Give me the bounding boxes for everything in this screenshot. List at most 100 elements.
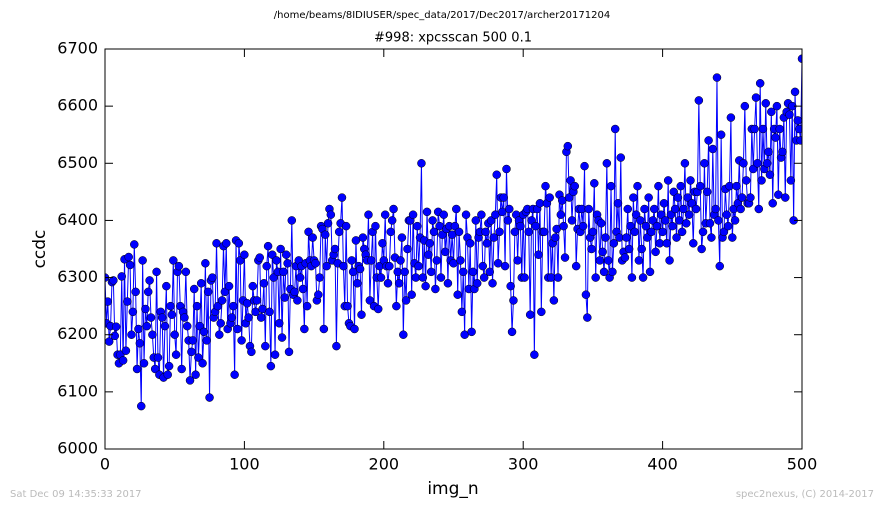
data-point: [339, 261, 348, 271]
data-point: [647, 227, 656, 237]
data-point: [228, 301, 238, 311]
data-point: [648, 216, 658, 225]
data-point: [700, 159, 709, 168]
data-point: [440, 247, 450, 257]
data-point: [539, 227, 549, 237]
data-point: [654, 181, 663, 191]
data-point: [482, 239, 492, 248]
data-point: [750, 124, 759, 134]
data-point: [714, 216, 723, 225]
data-point: [413, 221, 422, 231]
data-point: [723, 221, 733, 231]
data-point: [399, 330, 408, 339]
data-point: [203, 287, 213, 297]
data-point: [730, 216, 740, 225]
data-point: [736, 204, 745, 214]
data-point: [378, 239, 387, 248]
data-point: [608, 267, 617, 277]
data-point: [201, 259, 210, 268]
data-point: [553, 273, 563, 282]
data-point: [527, 216, 536, 225]
x-tick-label: 300: [508, 455, 539, 474]
data-point: [174, 261, 184, 271]
data-point: [109, 276, 118, 285]
data-point: [567, 216, 577, 225]
data-point: [499, 193, 508, 202]
data-point: [732, 181, 741, 191]
data-point: [541, 181, 550, 191]
data-point: [620, 253, 630, 262]
data-point: [603, 256, 613, 265]
data-point: [590, 179, 599, 188]
data-point: [392, 301, 401, 311]
data-point: [583, 313, 592, 322]
data-point: [726, 113, 736, 122]
data-point: [275, 319, 284, 328]
data-point: [139, 359, 149, 368]
data-point: [479, 273, 489, 282]
data-point: [407, 290, 416, 299]
y-tick-label: 6100: [57, 381, 98, 400]
data-point: [428, 216, 437, 225]
data-point: [627, 273, 637, 282]
data-point: [244, 313, 253, 322]
data-point: [185, 376, 195, 385]
data-point: [676, 181, 685, 191]
data-point: [683, 193, 692, 202]
data-point: [334, 227, 344, 237]
x-tick-label: 500: [787, 455, 818, 474]
data-point: [677, 227, 687, 237]
data-point: [626, 221, 635, 231]
data-point: [695, 181, 705, 191]
data-point: [461, 210, 471, 219]
data-point: [563, 141, 573, 151]
data-point: [315, 273, 324, 282]
data-point: [220, 287, 230, 297]
data-point: [123, 297, 132, 306]
data-point: [323, 219, 333, 228]
data-point: [247, 347, 256, 357]
data-point: [105, 297, 113, 306]
plot-area: [105, 54, 802, 411]
y-tick-label: 6600: [57, 96, 98, 115]
data-point: [240, 250, 249, 259]
data-point: [298, 284, 308, 294]
data-point: [790, 87, 800, 97]
data-point: [502, 164, 511, 174]
data-point: [364, 210, 373, 219]
data-point: [705, 219, 715, 228]
data-point: [322, 261, 331, 271]
data-point: [148, 330, 157, 339]
data-point: [616, 153, 626, 162]
data-point: [424, 250, 433, 259]
data-point: [631, 210, 641, 219]
data-point: [456, 256, 465, 265]
data-point: [767, 107, 776, 117]
data-point: [485, 267, 494, 277]
data-point: [796, 136, 802, 145]
data-point: [436, 273, 446, 282]
data-point: [255, 253, 264, 262]
data-point: [492, 170, 501, 179]
data-point: [516, 221, 525, 231]
data-point: [785, 110, 794, 119]
data-point: [598, 247, 607, 257]
data-point: [367, 256, 376, 265]
data-point: [786, 176, 796, 185]
data-point: [136, 401, 146, 411]
data-point: [765, 170, 775, 179]
data-point: [670, 204, 680, 214]
data-point: [609, 239, 619, 248]
data-point: [751, 93, 761, 102]
data-point: [196, 279, 206, 288]
data-point: [308, 233, 317, 242]
data-point: [195, 321, 205, 331]
data-point: [761, 99, 771, 108]
data-point: [637, 244, 646, 254]
y-tick-label: 6000: [57, 439, 98, 458]
data-point: [287, 216, 297, 225]
data-point: [265, 307, 274, 317]
data-point: [279, 267, 288, 277]
data-point: [281, 250, 291, 259]
data-point: [645, 267, 655, 277]
